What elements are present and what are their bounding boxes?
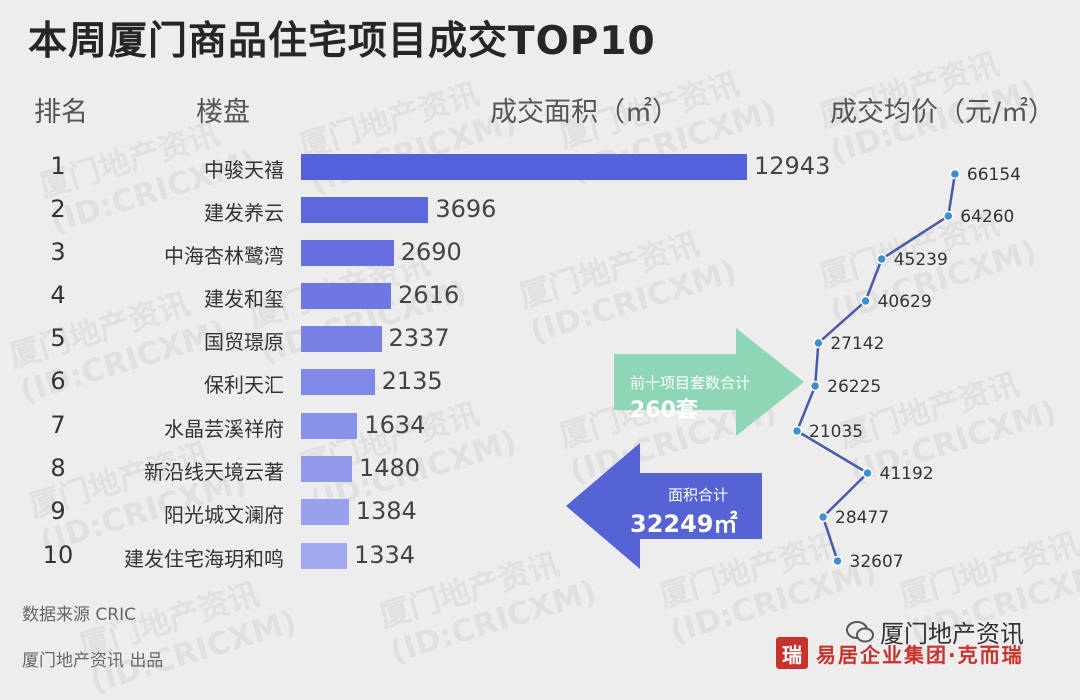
wechat-account: 厦门地产资讯 [846,614,1024,649]
project-name: 中骏天禧 [204,158,284,182]
page-title: 本周厦门商品住宅项目成交TOP10 [28,19,656,64]
area-value-label: 1384 [355,497,417,525]
price-line [795,173,957,562]
rank-label: 7 [50,411,66,439]
rank-label: 1 [50,152,66,180]
rank-label: 10 [42,541,74,569]
area-bar [301,154,747,180]
area-value-label: 2135 [381,367,443,395]
price-value-label: 26225 [827,377,881,397]
project-name: 建发和玺 [204,287,284,311]
units-total-value: 260套 [630,398,698,423]
project-name: 水晶芸溪祥府 [164,417,284,441]
area-value-label: 12943 [754,152,831,180]
project-name: 阳光城文澜府 [164,503,284,527]
units-total-label: 前十项目套数合计 [630,374,751,392]
rank-label: 4 [50,281,66,309]
area-total-value: 32249㎡ [630,510,738,538]
rank-label: 9 [50,497,66,525]
area-bar [301,413,358,439]
price-value-label: 64260 [960,207,1014,227]
rank-label: 2 [50,195,66,223]
rank-label: 6 [50,367,66,395]
price-point [949,168,961,180]
wechat-icon [846,620,874,642]
price-value-label: 41192 [880,464,934,484]
area-total-arrow [566,443,762,569]
price-point [832,555,843,567]
header-rank: 排名 [34,97,88,128]
area-value-label: 2616 [398,281,460,309]
price-point [817,511,829,523]
project-name: 国贸璟原 [204,330,284,354]
area-bar [301,456,352,482]
area-bar [301,283,392,309]
area-bar [301,369,375,395]
wechat-name: 厦门地产资讯 [880,620,1024,648]
watermark-text: 厦门地产资讯(ID:CRICXM) [835,366,1061,491]
project-name: 中海杏林鹭湾 [164,244,284,268]
price-point [943,210,954,222]
area-total-label: 面积合计 [668,486,729,504]
area-bar [301,326,382,352]
price-value-label: 27142 [830,334,884,354]
header-area: 成交面积（㎡） [490,97,679,128]
area-bar [301,543,347,569]
area-bar [301,240,394,266]
price-value-label: 40629 [878,292,932,312]
area-value-label: 1480 [358,454,421,482]
project-name: 建发住宅海玥和鸣 [124,547,284,571]
price-point [862,467,873,479]
area-bar [301,499,349,525]
header-project: 楼盘 [196,97,250,128]
rank-label: 8 [50,454,66,482]
rank-label: 5 [50,324,66,352]
watermark-text: 厦门地产资讯(ID:CRICXM) [75,576,301,700]
rank-label: 3 [50,238,66,266]
area-value-label: 2337 [388,324,450,352]
price-value-label: 28477 [835,508,889,528]
price-point [876,253,887,265]
area-bar [301,197,429,223]
project-name: 保利天汇 [204,373,284,397]
brand: 瑞 易居企业集团·克而瑞 [776,637,1024,669]
price-point [860,295,871,307]
price-value-label: 32607 [850,552,904,572]
area-value-label: 2690 [400,238,462,266]
area-value-label: 1634 [364,411,426,439]
price-value-label: 45239 [894,250,948,270]
project-name: 建发养云 [204,201,284,225]
area-value-label: 3696 [435,195,497,223]
header-price: 成交均价（元/㎡） [830,97,1056,128]
area-value-label: 1334 [353,541,416,569]
units-total-arrow [614,328,804,436]
price-value-label: 66154 [967,165,1021,185]
price-point [813,337,824,349]
watermark-text: 厦门地产资讯(ID:CRICXM) [815,206,1041,331]
publisher: 厦门地产资讯 出品 [22,651,164,671]
seal-logo: 瑞 [776,637,808,669]
data-source: 数据来源 CRIC [22,605,136,625]
price-value-label: 21035 [809,422,863,442]
brand-name: 易居企业集团·克而瑞 [816,642,1024,667]
project-name: 新沿线天境云著 [144,460,284,484]
watermark-text: 厦门地产资讯(ID:CRICXM) [5,286,231,411]
